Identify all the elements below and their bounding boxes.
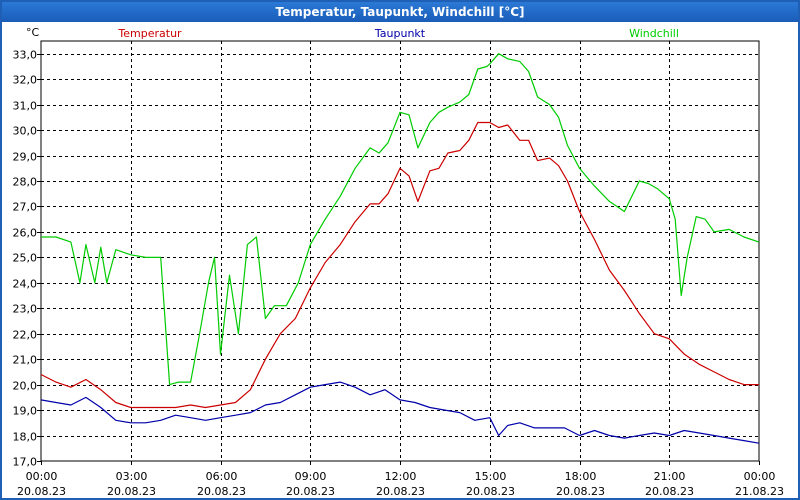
y-tick-label: 26,0 <box>13 227 38 240</box>
x-tick-date: 20.08.23 <box>17 485 66 498</box>
x-tick-time: 21:00 <box>654 470 686 483</box>
y-tick-label: 18,0 <box>13 431 38 444</box>
y-tick-label: 17,0 <box>13 456 38 469</box>
x-tick-time: 00:00 <box>26 470 58 483</box>
line-chart: 17,0 18,0 19,0 20,0 21,0 22,0 23,0 24,0 25,0 26,0… <box>13 26 784 498</box>
x-tick-date: 20.08.23 <box>286 485 335 498</box>
x-tick-date: 21.08.23 <box>735 485 784 498</box>
x-tick-time: 15:00 <box>475 470 507 483</box>
x-tick-date: 20.08.23 <box>376 485 425 498</box>
y-tick-label: 19,0 <box>13 405 38 418</box>
x-tick-time: 03:00 <box>116 470 148 483</box>
series-line-temperatur <box>40 121 759 409</box>
series-line-taupunkt <box>40 381 760 444</box>
y-tick-label: 20,0 <box>13 380 38 393</box>
x-tick-date: 20.08.23 <box>466 485 515 498</box>
y-tick-label: 22,0 <box>13 329 38 342</box>
x-tick-time: 18:00 <box>565 470 597 483</box>
y-tick-label: 27,0 <box>13 201 38 214</box>
x-tick-time: 09:00 <box>295 470 327 483</box>
series-line-windchill <box>41 53 760 386</box>
y-tick-label: 33,0 <box>13 49 38 62</box>
y-tick-label: 23,0 <box>13 303 38 316</box>
legend-label-windchill: Windchill <box>629 27 679 40</box>
y-tick-label: 32,0 <box>13 74 38 87</box>
x-tick-date: 20.08.23 <box>197 485 246 498</box>
y-tick-label: 25,0 <box>13 252 38 265</box>
x-tick-time: 06:00 <box>206 470 238 483</box>
x-tick-date: 20.08.23 <box>107 485 156 498</box>
y-tick-label: 30,0 <box>13 125 38 138</box>
x-tick-date: 20.08.23 <box>645 485 694 498</box>
legend-label-taupunkt: Taupunkt <box>374 27 426 40</box>
x-tick-time: 12:00 <box>385 470 417 483</box>
y-tick-label: 31,0 <box>13 100 38 113</box>
window-title: Temperatur, Taupunkt, Windchill [°C] <box>2 2 798 22</box>
y-tick-label: 21,0 <box>13 354 38 367</box>
legend-label-temperatur: Temperatur <box>117 27 182 40</box>
y-axis-label: °C <box>26 26 40 39</box>
y-tick-label: 28,0 <box>13 176 38 189</box>
y-tick-label: 29,0 <box>13 151 38 164</box>
y-tick-label: 24,0 <box>13 278 38 291</box>
x-tick-date: 20.08.23 <box>556 485 605 498</box>
x-tick-time: 00:00 <box>744 470 776 483</box>
